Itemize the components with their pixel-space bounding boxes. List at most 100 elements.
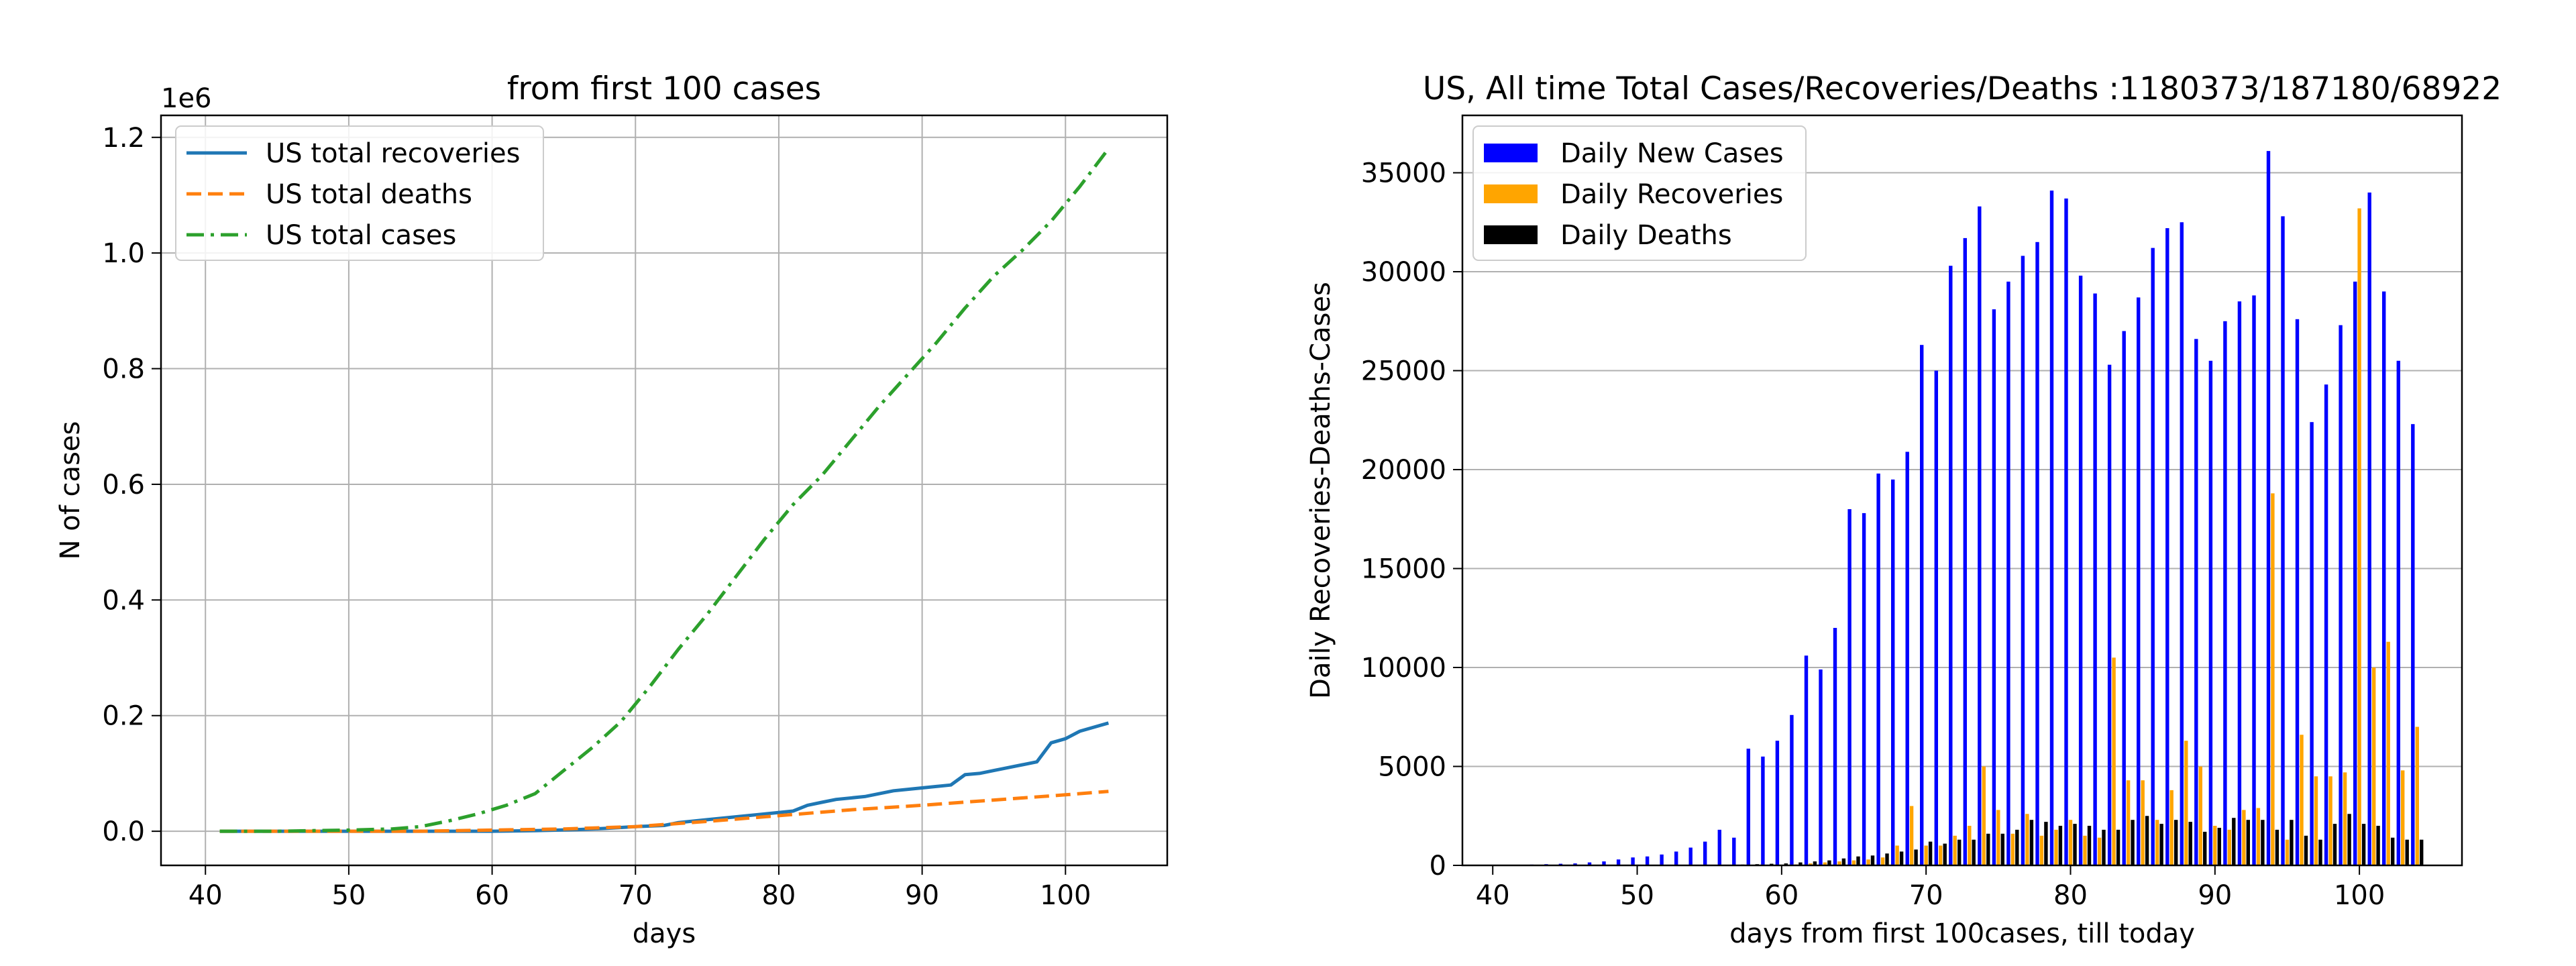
bar-1 [1880, 857, 1885, 865]
bar-0 [1660, 854, 1664, 865]
bar-0 [1934, 370, 1938, 865]
bar-1 [2415, 727, 2419, 865]
legend-label: US total deaths [266, 179, 472, 210]
x-tick-label: 60 [475, 880, 509, 911]
legend-box [1472, 125, 1807, 261]
bar-0 [1645, 856, 1650, 865]
bar-0 [2180, 222, 2184, 865]
legend-swatch [1484, 144, 1538, 162]
bar-0 [1920, 345, 1924, 865]
bar-0 [2064, 198, 2068, 865]
bar-1 [2256, 808, 2261, 865]
bar-0 [1905, 451, 1909, 865]
bar-0 [1992, 309, 1996, 866]
bar-2 [2275, 829, 2279, 865]
bar-1 [2213, 826, 2217, 865]
bar-1 [1866, 859, 1870, 865]
x-tick-label: 70 [1909, 880, 1943, 911]
y-tick-label: 0.2 [102, 701, 145, 732]
x-tick-label: 40 [189, 880, 223, 911]
bar-2 [2174, 820, 2178, 865]
bar-2 [2318, 839, 2322, 865]
bar-2 [1986, 833, 1990, 865]
plot-frame [160, 114, 1169, 867]
bar-0 [1631, 857, 1635, 865]
line-chart: 40 50 60 70 80 90 100 0.0 0.2 0.4 0.6 0.8 1.0 1.2 from… [55, 70, 1169, 949]
bar-0 [2137, 297, 2141, 865]
bar-2 [2261, 820, 2265, 865]
bar-0 [1761, 756, 1765, 865]
bar-2 [2246, 820, 2250, 865]
series-line-2 [219, 148, 1110, 833]
bar-1 [2184, 741, 2188, 865]
y-tick-label: 0.4 [102, 585, 145, 616]
bar-1 [2386, 641, 2390, 865]
y-offset-text: 1e6 [161, 83, 212, 114]
bar-2 [2217, 828, 2221, 865]
bar-1 [1982, 766, 1986, 865]
bar-1 [2025, 814, 2029, 865]
bar-1 [2097, 837, 2102, 865]
bar-2 [2290, 820, 2294, 865]
series-line-0 [219, 721, 1110, 833]
bar-1 [2285, 839, 2290, 865]
bar-0 [2165, 228, 2169, 866]
bar-0 [1775, 741, 1780, 865]
legend-label: Daily New Cases [1560, 138, 1784, 169]
bar-2 [2188, 822, 2192, 865]
bar-1 [2372, 667, 2376, 865]
x-tick-label: 50 [1620, 880, 1654, 911]
bar-2 [1813, 861, 1817, 865]
bar-2 [2304, 835, 2308, 865]
legend: US total recoveries US total deaths US tot… [175, 125, 544, 261]
y-tick-label: 5000 [1378, 752, 1446, 783]
bar-2 [2116, 829, 2121, 865]
y-tick-label: 25000 [1361, 356, 1446, 387]
bar-1 [2300, 735, 2304, 865]
bar-chart: 0 5000 10000 15000 20000 25000 30000 35000 40 50 6… [1305, 70, 2502, 949]
bar-0 [2396, 360, 2400, 865]
bar-0 [1833, 628, 1837, 865]
bar-0 [2049, 191, 2054, 866]
bar-0 [1703, 841, 1707, 865]
bar-0 [1674, 851, 1678, 865]
bar-1 [2227, 829, 2231, 865]
y-tick-label: 0.0 [102, 816, 145, 847]
bar-0 [1717, 829, 1721, 865]
bar-1 [1837, 861, 1841, 865]
bar-0 [2367, 193, 2371, 865]
bar-2 [1885, 853, 1889, 865]
bar-0 [1963, 237, 1967, 865]
bar-2 [1784, 863, 1788, 865]
y-tick-label: 10000 [1361, 653, 1446, 684]
y-tick-label: 20000 [1361, 455, 1446, 486]
bar-0 [1616, 859, 1621, 865]
legend: Daily New Cases Daily Recoveries Daily Dea… [1472, 125, 1807, 261]
bar-2 [1899, 851, 1904, 865]
bar-0 [1804, 655, 1809, 865]
x-tick-label: 80 [2053, 880, 2088, 911]
bar-2 [2044, 822, 2048, 865]
bar-1 [2401, 770, 2405, 865]
bar-0 [2382, 291, 2386, 865]
bar-1 [2242, 810, 2246, 865]
legend-swatch [1484, 225, 1538, 244]
bar-2 [2347, 814, 2351, 865]
x-axis-label: days [633, 918, 696, 949]
bar-0 [2223, 321, 2227, 865]
bar-0 [2310, 422, 2314, 865]
bar-1 [2039, 835, 2044, 865]
bar-0 [2252, 295, 2256, 865]
bar-0 [2078, 275, 2083, 865]
bar-2 [2332, 824, 2337, 865]
bar-2 [1943, 843, 1947, 865]
y-axis-label: Daily Recoveries-Deaths-Cases [1305, 282, 1336, 699]
bar-2 [1928, 841, 1933, 865]
x-tick-label: 60 [1764, 880, 1799, 911]
bar-0 [1602, 861, 1606, 865]
bar-0 [1876, 473, 1880, 865]
bar-0 [1587, 862, 1592, 865]
bar-2 [2376, 826, 2380, 865]
x-tick-label: 40 [1476, 880, 1510, 911]
